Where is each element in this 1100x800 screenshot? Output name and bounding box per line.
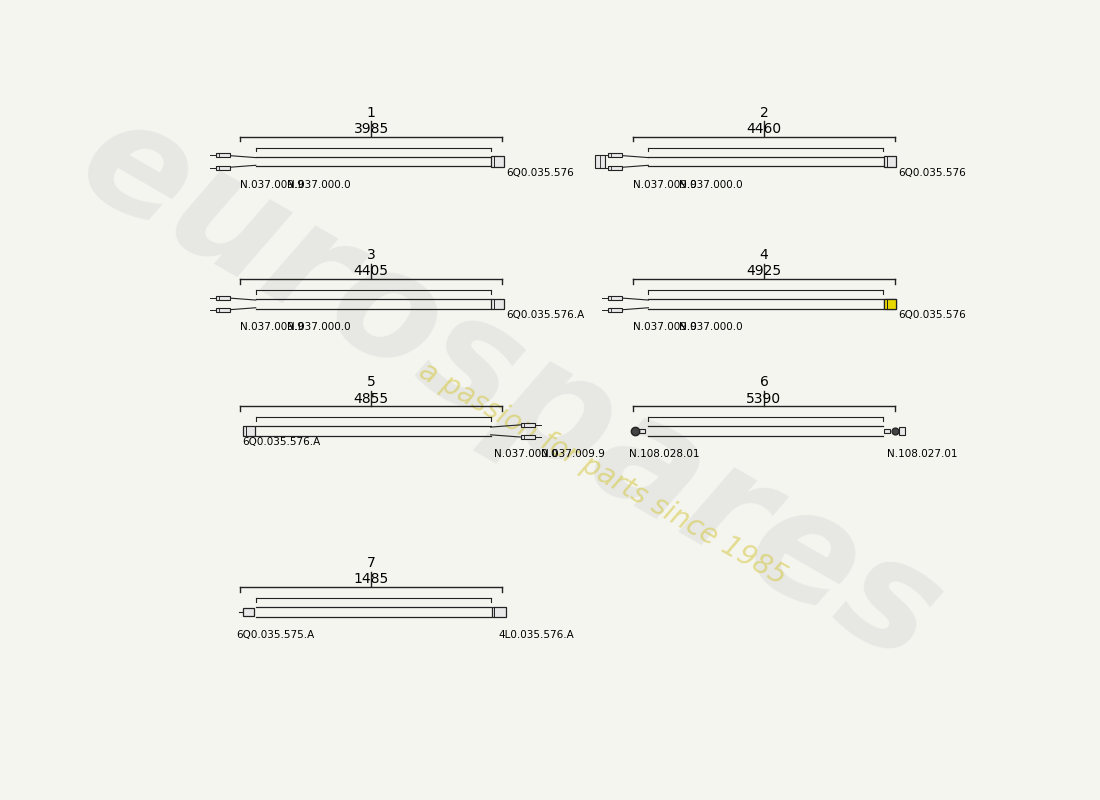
Bar — [608, 308, 623, 312]
Text: 4: 4 — [760, 248, 768, 262]
Bar — [639, 429, 646, 434]
Bar — [216, 296, 230, 300]
Bar — [608, 166, 623, 170]
Text: 3: 3 — [367, 248, 375, 262]
Text: 4405: 4405 — [354, 265, 388, 278]
Bar — [216, 308, 230, 312]
Text: 3985: 3985 — [353, 122, 389, 136]
Text: N.037.000.0: N.037.000.0 — [680, 322, 742, 332]
Text: 6Q0.035.576: 6Q0.035.576 — [899, 310, 967, 320]
Text: N.037.009.9: N.037.009.9 — [541, 450, 605, 459]
Text: 7: 7 — [367, 556, 375, 570]
Text: 1: 1 — [366, 106, 376, 120]
Bar — [884, 156, 896, 167]
Bar — [492, 298, 504, 310]
Text: N.037.000.0: N.037.000.0 — [680, 180, 742, 190]
Text: 6Q0.035.576.A: 6Q0.035.576.A — [242, 437, 320, 447]
Bar — [243, 608, 254, 616]
Text: a passion for parts since 1985: a passion for parts since 1985 — [414, 356, 791, 590]
Text: N.037.000.0: N.037.000.0 — [286, 322, 350, 332]
Text: N.037.009.9: N.037.009.9 — [241, 180, 305, 190]
Bar — [608, 154, 623, 158]
Bar — [216, 154, 230, 158]
Text: 4855: 4855 — [354, 391, 388, 406]
Bar — [521, 435, 536, 439]
Text: 1485: 1485 — [353, 573, 389, 586]
Bar — [884, 429, 890, 434]
Text: 5390: 5390 — [747, 391, 781, 406]
Bar — [884, 298, 896, 310]
Text: 2: 2 — [760, 106, 768, 120]
Bar — [594, 154, 605, 168]
Bar — [899, 427, 905, 435]
Text: N.037.009.9: N.037.009.9 — [241, 322, 305, 332]
Bar — [243, 426, 255, 436]
Text: 4L0.035.576.A: 4L0.035.576.A — [498, 630, 574, 640]
Text: 4460: 4460 — [747, 122, 781, 136]
Text: 6Q0.035.576: 6Q0.035.576 — [899, 168, 967, 178]
Text: N.037.009.9: N.037.009.9 — [634, 180, 697, 190]
Text: eurospares: eurospares — [54, 82, 966, 694]
Text: N.037.009.9: N.037.009.9 — [634, 322, 697, 332]
Bar — [492, 607, 506, 617]
Text: 6Q0.035.575.A: 6Q0.035.575.A — [236, 630, 315, 640]
Text: N.037.000.0: N.037.000.0 — [286, 180, 350, 190]
Text: N.108.028.01: N.108.028.01 — [629, 450, 700, 459]
Text: 4925: 4925 — [747, 265, 781, 278]
Bar — [608, 296, 623, 300]
Text: 5: 5 — [367, 375, 375, 390]
Bar — [521, 423, 536, 426]
Bar — [216, 166, 230, 170]
Text: 6Q0.035.576.A: 6Q0.035.576.A — [506, 310, 584, 320]
Text: 6: 6 — [759, 375, 769, 390]
Text: N.108.027.01: N.108.027.01 — [887, 450, 958, 459]
Text: 6Q0.035.576: 6Q0.035.576 — [506, 168, 574, 178]
Bar — [884, 298, 896, 310]
Bar — [492, 156, 504, 167]
Text: N.037.000.0: N.037.000.0 — [495, 450, 558, 459]
